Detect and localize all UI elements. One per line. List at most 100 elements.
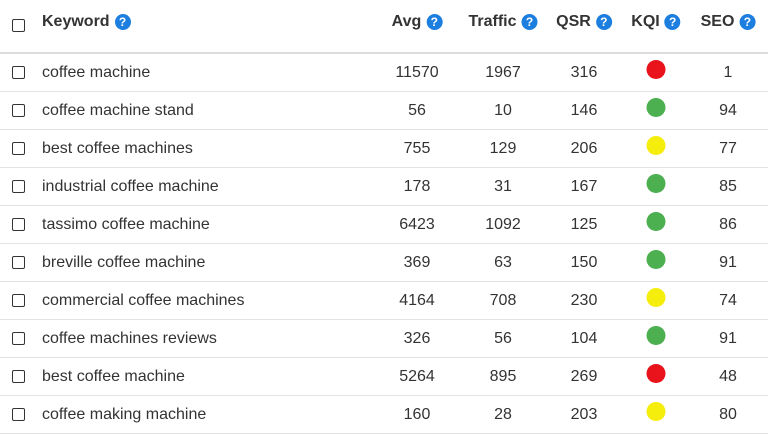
kqi-indicator: [646, 364, 666, 383]
row-checkbox[interactable]: [12, 217, 25, 231]
help-icon[interactable]: ?: [521, 14, 538, 30]
kqi-cell: [646, 244, 666, 281]
table-row: coffee machine 11570 1967 316 1: [0, 54, 768, 92]
traffic-cell: 28: [494, 405, 512, 423]
qsr-cell: 269: [570, 367, 598, 385]
table-row: best coffee machines 755 129 206 77: [0, 130, 768, 168]
kqi-indicator: [646, 212, 666, 231]
keyword-cell: coffee machines reviews: [42, 329, 217, 347]
column-header[interactable]: Avg?: [392, 0, 443, 48]
row-checkbox[interactable]: [12, 255, 25, 269]
avg-cell: 755: [403, 139, 431, 157]
qsr-cell: 146: [570, 101, 598, 119]
kqi-cell: [646, 92, 666, 129]
seo-cell: 80: [719, 405, 737, 423]
seo-cell: 94: [719, 101, 737, 119]
qsr-cell: 150: [570, 253, 598, 271]
avg-cell: 11570: [395, 63, 439, 81]
kqi-indicator: [646, 60, 666, 79]
column-header[interactable]: SEO?: [701, 0, 756, 48]
kqi-cell: [646, 282, 666, 319]
kqi-indicator: [646, 98, 666, 117]
table-row: coffee machine stand 56 10 146 94: [0, 92, 768, 130]
qsr-cell: 167: [570, 177, 598, 195]
kqi-indicator: [646, 174, 666, 193]
traffic-cell: 1967: [485, 63, 521, 81]
table-row: commercial coffee machines 4164 708 230 74: [0, 282, 768, 320]
keyword-cell: best coffee machine: [42, 367, 185, 385]
qsr-cell: 104: [570, 329, 598, 347]
row-checkbox[interactable]: [12, 331, 25, 345]
kqi-cell: [646, 396, 666, 433]
kqi-cell: [646, 54, 666, 91]
seo-cell: 91: [719, 329, 737, 347]
traffic-cell: 63: [494, 253, 512, 271]
table-row: coffee making machine 160 28 203 80: [0, 396, 768, 434]
avg-cell: 178: [403, 177, 431, 195]
column-header[interactable]: Traffic?: [468, 0, 538, 48]
keyword-cell: industrial coffee machine: [42, 177, 219, 195]
avg-cell: 4164: [399, 291, 435, 309]
header-label: SEO: [700, 13, 735, 30]
table-row: industrial coffee machine 178 31 167 85: [0, 168, 768, 206]
avg-cell: 5264: [399, 367, 435, 385]
help-icon[interactable]: ?: [595, 14, 612, 30]
column-header[interactable]: KQI?: [631, 0, 681, 48]
seo-cell: 77: [719, 139, 737, 157]
select-all-checkbox[interactable]: [12, 19, 25, 32]
row-checkbox[interactable]: [12, 407, 25, 421]
kqi-cell: [646, 168, 666, 205]
row-checkbox[interactable]: [12, 141, 25, 155]
column-header[interactable]: Keyword?: [42, 0, 131, 48]
avg-cell: 56: [408, 101, 426, 119]
seo-cell: 1: [723, 63, 733, 81]
header-label: Keyword: [42, 13, 110, 30]
kqi-cell: [646, 130, 666, 167]
row-checkbox[interactable]: [12, 65, 25, 79]
kqi-cell: [646, 358, 666, 395]
qsr-cell: 230: [570, 291, 598, 309]
row-checkbox[interactable]: [12, 369, 25, 383]
kqi-indicator: [646, 250, 666, 269]
help-icon[interactable]: ?: [426, 14, 443, 30]
column-header[interactable]: QSR?: [556, 0, 612, 48]
seo-cell: 91: [719, 253, 737, 271]
header-row: Keyword? Avg? Traffic? QSR? KQI? SEO?: [0, 0, 768, 54]
row-checkbox[interactable]: [12, 179, 25, 193]
qsr-cell: 206: [570, 139, 598, 157]
help-icon[interactable]: ?: [114, 14, 131, 30]
keyword-cell: tassimo coffee machine: [42, 215, 210, 233]
table-row: coffee machines reviews 326 56 104 91: [0, 320, 768, 358]
qsr-cell: 203: [570, 405, 598, 423]
row-checkbox[interactable]: [12, 103, 25, 117]
header-label: KQI: [631, 13, 660, 30]
kqi-indicator: [646, 402, 666, 421]
avg-cell: 326: [403, 329, 431, 347]
traffic-cell: 129: [489, 139, 517, 157]
table-row: tassimo coffee machine 6423 1092 125 86: [0, 206, 768, 244]
row-checkbox[interactable]: [12, 293, 25, 307]
seo-cell: 86: [719, 215, 737, 233]
keyword-cell: coffee making machine: [42, 405, 207, 423]
help-icon[interactable]: ?: [739, 14, 756, 30]
keyword-cell: best coffee machines: [42, 139, 193, 157]
help-icon[interactable]: ?: [664, 14, 681, 30]
table-row: best coffee machine 5264 895 269 48: [0, 358, 768, 396]
avg-cell: 369: [403, 253, 431, 271]
keyword-cell: coffee machine stand: [42, 101, 194, 119]
traffic-cell: 895: [489, 367, 517, 385]
keyword-cell: breville coffee machine: [42, 253, 206, 271]
seo-cell: 74: [719, 291, 737, 309]
qsr-cell: 316: [570, 63, 598, 81]
traffic-cell: 1092: [485, 215, 521, 233]
header-label: Avg: [391, 13, 422, 30]
kqi-cell: [646, 320, 666, 357]
keyword-cell: commercial coffee machines: [42, 291, 245, 309]
qsr-cell: 125: [570, 215, 598, 233]
seo-cell: 85: [719, 177, 737, 195]
header-label: Traffic: [468, 13, 517, 30]
kqi-indicator: [646, 288, 666, 307]
traffic-cell: 10: [494, 101, 512, 119]
kqi-cell: [646, 206, 666, 243]
